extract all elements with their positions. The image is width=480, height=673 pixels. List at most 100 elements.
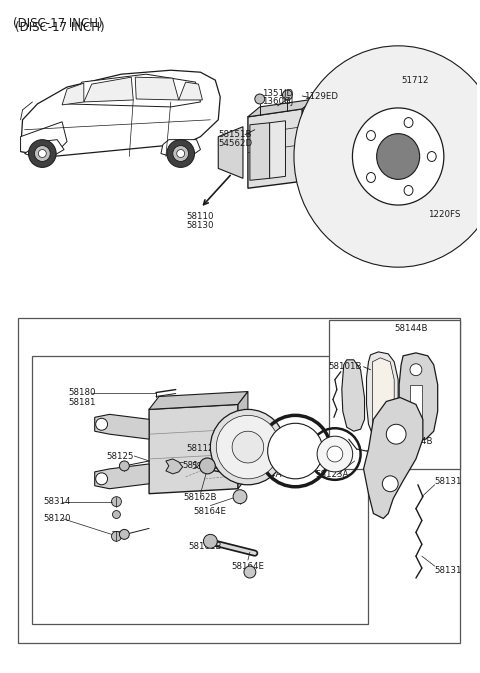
Polygon shape (67, 74, 201, 107)
Polygon shape (248, 99, 315, 117)
Text: 58113: 58113 (192, 462, 219, 471)
Circle shape (386, 424, 406, 444)
Circle shape (334, 155, 340, 162)
Circle shape (301, 118, 309, 126)
Text: 58314: 58314 (43, 497, 71, 506)
Circle shape (210, 409, 286, 485)
Text: 58180: 58180 (68, 388, 96, 397)
Text: 58110: 58110 (187, 211, 214, 221)
Text: 1220FS: 1220FS (428, 209, 460, 219)
Circle shape (283, 90, 292, 100)
Polygon shape (149, 404, 238, 494)
Text: 58130: 58130 (187, 221, 214, 230)
Polygon shape (238, 392, 248, 489)
Text: 58162B: 58162B (184, 493, 217, 502)
Circle shape (96, 419, 108, 430)
Ellipse shape (331, 85, 466, 228)
Circle shape (112, 511, 120, 518)
Circle shape (204, 534, 217, 548)
Text: 58101B: 58101B (328, 362, 361, 371)
Polygon shape (302, 99, 315, 181)
Polygon shape (24, 139, 64, 157)
Text: 58164E: 58164E (194, 507, 227, 516)
Text: 58120: 58120 (43, 514, 71, 523)
Circle shape (216, 415, 279, 479)
Bar (410, 384, 422, 422)
Polygon shape (161, 139, 201, 157)
Text: 58164E: 58164E (231, 561, 264, 571)
Text: 54562D: 54562D (218, 139, 252, 148)
Polygon shape (149, 392, 248, 409)
Circle shape (268, 423, 323, 479)
Text: (DISC-17 INCH): (DISC-17 INCH) (14, 21, 104, 34)
Circle shape (96, 473, 108, 485)
Polygon shape (166, 459, 183, 474)
Polygon shape (270, 120, 286, 178)
Text: 51712: 51712 (401, 75, 429, 85)
Circle shape (317, 436, 353, 472)
Circle shape (28, 139, 56, 168)
Polygon shape (179, 82, 203, 100)
Polygon shape (84, 77, 133, 102)
Circle shape (173, 145, 189, 162)
Bar (33, 356, 369, 624)
Polygon shape (21, 122, 67, 157)
Circle shape (38, 149, 46, 157)
Polygon shape (95, 415, 149, 439)
Text: 58131: 58131 (435, 565, 462, 575)
Text: 58144B: 58144B (399, 437, 433, 446)
Polygon shape (135, 77, 179, 100)
Ellipse shape (427, 151, 436, 162)
Text: 58151B: 58151B (218, 130, 252, 139)
Text: 58123A: 58123A (315, 470, 348, 479)
Text: 1351JD: 1351JD (262, 89, 293, 98)
Circle shape (233, 490, 247, 503)
Text: 58131: 58131 (435, 477, 462, 487)
Text: 58161B: 58161B (189, 542, 222, 551)
Text: 58181: 58181 (68, 398, 96, 407)
Polygon shape (399, 353, 438, 441)
Ellipse shape (404, 186, 413, 195)
Ellipse shape (367, 131, 375, 141)
Text: (DISC-17 INCH): (DISC-17 INCH) (12, 17, 102, 30)
Polygon shape (218, 127, 243, 178)
Circle shape (111, 532, 121, 541)
Circle shape (167, 139, 194, 168)
Ellipse shape (377, 134, 420, 179)
Polygon shape (367, 352, 398, 437)
Bar (18, 318, 460, 643)
Polygon shape (248, 109, 302, 188)
Ellipse shape (404, 118, 413, 127)
Circle shape (177, 149, 185, 157)
Circle shape (387, 158, 393, 164)
Text: 58163B: 58163B (183, 462, 216, 470)
Text: 58144B: 58144B (394, 324, 428, 332)
Circle shape (410, 421, 422, 433)
Polygon shape (62, 83, 84, 105)
Circle shape (200, 458, 216, 474)
Polygon shape (95, 464, 149, 489)
Circle shape (327, 446, 343, 462)
Text: 58114A: 58114A (248, 470, 281, 479)
Text: 58125: 58125 (107, 452, 134, 460)
Circle shape (120, 530, 129, 539)
Ellipse shape (367, 172, 375, 182)
Text: 1360GJ: 1360GJ (262, 98, 293, 106)
Circle shape (244, 566, 256, 578)
Polygon shape (372, 358, 394, 431)
Ellipse shape (352, 108, 444, 205)
Polygon shape (21, 70, 220, 157)
Circle shape (232, 431, 264, 463)
Bar (329, 320, 460, 469)
Polygon shape (363, 398, 423, 518)
Circle shape (385, 109, 391, 115)
Polygon shape (337, 84, 390, 174)
Circle shape (35, 145, 50, 162)
Circle shape (255, 94, 264, 104)
Circle shape (383, 476, 398, 492)
Text: 58112: 58112 (187, 444, 214, 452)
Polygon shape (342, 360, 364, 431)
Ellipse shape (294, 46, 480, 267)
Circle shape (410, 364, 422, 376)
Polygon shape (324, 74, 403, 203)
